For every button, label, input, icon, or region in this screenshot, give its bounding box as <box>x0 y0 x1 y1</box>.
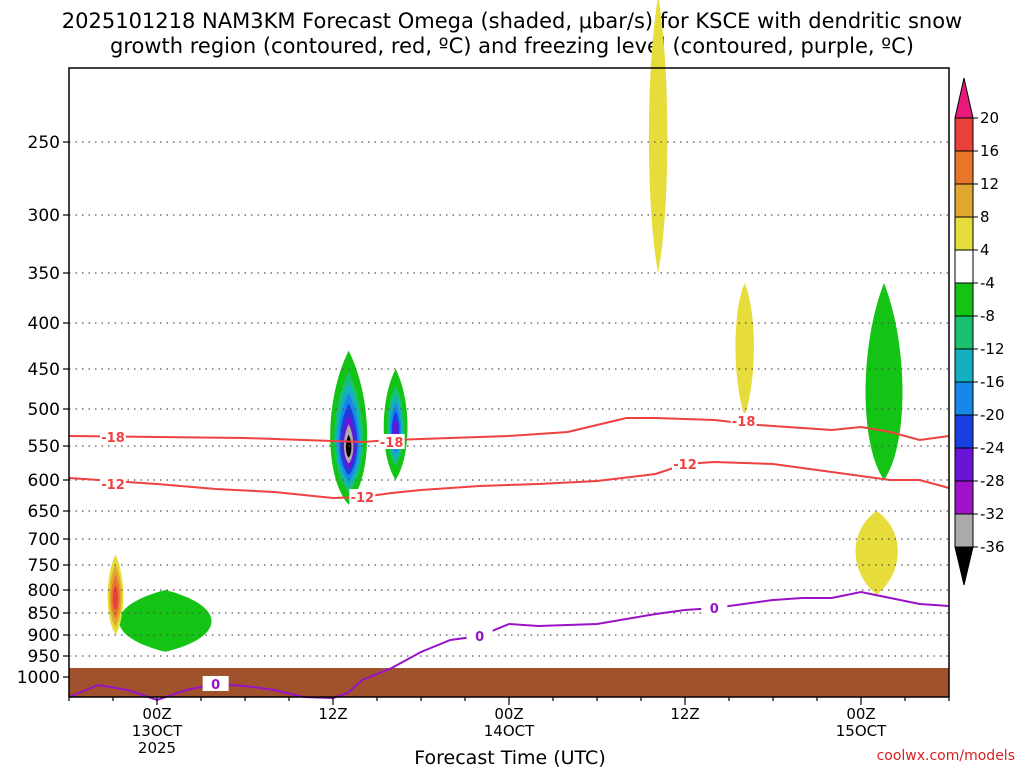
colorbar-label-4: 4 <box>980 241 990 259</box>
plot-area <box>69 0 949 697</box>
contour-label-bg-dgz-minus18-c <box>730 413 757 428</box>
contour-dgz-minus12 <box>68 460 950 500</box>
x-tick-label-h6-1: 00Z <box>142 705 171 723</box>
omega-level-16 <box>112 585 119 611</box>
colorbar-segment-1 <box>954 117 974 152</box>
x-tick-label-h54-1: 00Z <box>846 705 875 723</box>
colorbar-label-7: -12 <box>980 340 1005 358</box>
contour-label-dgz-minus18-b: -18 <box>380 436 404 451</box>
colorbar-label-2: 12 <box>980 175 999 193</box>
y-tick-label-350: 350 <box>28 264 60 284</box>
y-tick-label-800: 800 <box>28 581 60 601</box>
x-tick-label-h30-2: 14OCT <box>484 722 535 740</box>
omega-level-neg8 <box>138 603 193 640</box>
colorbar-segment-13 <box>954 513 974 548</box>
colorbar-label-10: -24 <box>980 439 1005 457</box>
ground-fill <box>69 668 949 697</box>
contour-label-bg-dgz-minus18-b <box>378 434 405 449</box>
contour-label-freezing-level: 0 <box>211 678 220 693</box>
x-tick-label-h6-2: 13OCT <box>132 722 183 740</box>
colorbar-label-9: -20 <box>980 406 1005 424</box>
colorbar-segment-5 <box>954 249 974 284</box>
x-tick-label-h6-3: 2025 <box>138 739 176 757</box>
contour-label-bg-freezing-level-b <box>466 628 493 643</box>
contour-lines: -18 -18 -18 -12 -12 -12 0 0 0 <box>68 413 950 702</box>
colorbar-segment-11 <box>954 447 974 482</box>
y-tick-label-700: 700 <box>28 530 60 550</box>
y-tick-label-300: 300 <box>28 206 60 226</box>
colorbar-segment-2 <box>954 150 974 185</box>
x-tick-label-h42-1: 12Z <box>670 705 699 723</box>
y-tick-label-650: 650 <box>28 502 60 522</box>
colorbar-label-11: -28 <box>980 472 1005 490</box>
contour-label-freezing-level-c: 0 <box>710 602 719 617</box>
plot-frame <box>68 67 950 698</box>
y-tick-label-600: 600 <box>28 471 60 491</box>
colorbar-label-8: -16 <box>980 373 1005 391</box>
contour-label-bg-freezing-level <box>202 676 229 691</box>
contour-label-dgz-minus18-c: -18 <box>732 415 756 430</box>
colorbar-segment-8 <box>954 348 974 383</box>
contour-label-dgz-minus12-c: -12 <box>673 458 697 473</box>
y-tick-label-900: 900 <box>28 626 60 646</box>
colorbar-segment-10 <box>954 414 974 449</box>
colorbar-label-12: -32 <box>980 505 1005 523</box>
colorbar-segment-6 <box>954 282 974 317</box>
x-tick-label-h54-2: 15OCT <box>836 722 887 740</box>
x-tick-label-h30-1: 00Z <box>494 705 523 723</box>
contour-label-dgz-minus18: -18 <box>101 431 125 446</box>
colorbar-segment-12 <box>954 480 974 515</box>
y-tick-label-450: 450 <box>28 360 60 380</box>
colorbar-segment-4 <box>954 216 974 251</box>
omega-descent-column-late <box>735 283 754 417</box>
y-tick-label-500: 500 <box>28 400 60 420</box>
colorbar-segment-7 <box>954 315 974 350</box>
credit-text: coolwx.com/models <box>877 748 1015 764</box>
colorbar-label-6: -8 <box>980 307 995 325</box>
colorbar-label-1: 16 <box>980 142 999 160</box>
y-tick-label-250: 250 <box>28 133 60 153</box>
chart-title-line1: 2025101218 NAM3KM Forecast Omega (shaded… <box>62 9 962 33</box>
colorbar-cap-bottom <box>954 546 974 586</box>
contour-label-bg-dgz-minus12-c <box>672 456 698 471</box>
colorbar-cap-top <box>954 77 974 119</box>
x-axis-label: Forecast Time (UTC) <box>414 747 605 768</box>
omega-level-neg8 <box>873 335 895 451</box>
colorbar-label-5: -4 <box>980 274 995 292</box>
contour-label-bg-dgz-minus12 <box>100 476 126 491</box>
omega-late-ascent-column <box>865 283 903 480</box>
omega-descent-blob-late <box>855 511 898 595</box>
ground-layer <box>69 668 949 697</box>
x-tick-label-h18-1: 12Z <box>318 705 347 723</box>
y-tick-label-850: 850 <box>28 604 60 624</box>
contour-dgz-minus18 <box>68 417 950 444</box>
chart-title-line2: growth region (contoured, red, ºC) and f… <box>110 34 914 58</box>
colorbar-label-0: 20 <box>980 109 999 127</box>
y-tick-label-550: 550 <box>28 437 60 457</box>
colorbar: 20 16 12 8 4 -4 -8 -12 -16 -20 -24 -28 -32 -36 <box>954 77 1005 586</box>
omega-low-level-ascent <box>119 590 212 652</box>
omega-level-4 <box>735 283 754 417</box>
omega-low-level-descent <box>107 554 124 635</box>
y-tick-label-950: 950 <box>28 647 60 667</box>
y-axis: 2503003504004505005506006507007508008509… <box>17 133 69 688</box>
contour-label-freezing-level-b: 0 <box>475 630 484 645</box>
contour-label-bg-dgz-minus12-b <box>349 489 376 504</box>
omega-level-4 <box>855 511 898 595</box>
y-tick-label-400: 400 <box>28 314 60 334</box>
contour-label-bg-freezing-level-c <box>701 600 728 615</box>
contour-label-dgz-minus12: -12 <box>101 478 125 493</box>
colorbar-segment-9 <box>954 381 974 416</box>
plot-background <box>69 68 949 697</box>
contour-label-bg-dgz-minus18 <box>100 429 126 444</box>
y-tick-label-750: 750 <box>28 556 60 576</box>
colorbar-label-3: 8 <box>980 208 990 226</box>
colorbar-label-13: -36 <box>980 538 1005 556</box>
contour-label-dgz-minus12-b: -12 <box>351 491 375 506</box>
colorbar-segment-3 <box>954 183 974 218</box>
y-tick-label-1000: 1000 <box>17 668 60 688</box>
